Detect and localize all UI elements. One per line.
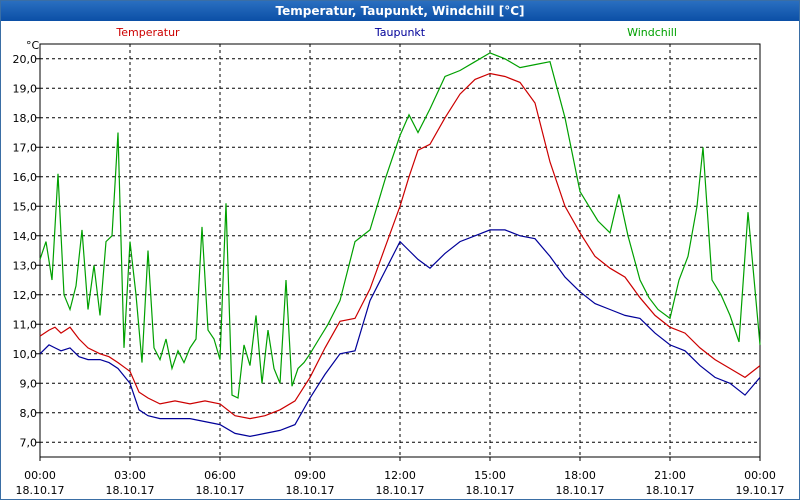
- x-tick-date: 18.10.17: [286, 484, 335, 497]
- x-tick-date: 18.10.17: [16, 484, 65, 497]
- x-tick-date: 18.10.17: [376, 484, 425, 497]
- y-tick-label: 20,0: [13, 53, 38, 66]
- legend-temperatur: Temperatur: [115, 26, 180, 39]
- y-tick-label: 10,0: [13, 348, 38, 361]
- legend-windchill: Windchill: [627, 26, 677, 39]
- y-tick-label: 9,0: [20, 377, 38, 390]
- x-tick-time: 15:00: [474, 469, 506, 482]
- series-line-temperatur: [39, 72, 761, 420]
- x-tick-date: 18.10.17: [106, 484, 155, 497]
- x-axis-ticks: 00:00 18.10.17 03:00 18.10.17 06:00 18.10.17 0…: [16, 457, 785, 497]
- x-tick-date: 18.10.17: [646, 484, 695, 497]
- y-tick-label: 11,0: [13, 318, 38, 331]
- x-tick-time: 09:00: [294, 469, 326, 482]
- y-tick-label: 13,0: [13, 259, 38, 272]
- y-tick-label: 19,0: [13, 82, 38, 95]
- series-line-windchill: [39, 52, 761, 399]
- series-lines: [39, 52, 761, 438]
- x-tick-time: 12:00: [384, 469, 416, 482]
- y-tick-label: 15,0: [13, 200, 38, 213]
- x-tick-time: 00:00: [24, 469, 56, 482]
- x-tick-time: 03:00: [114, 469, 146, 482]
- gridlines: [40, 44, 760, 457]
- x-tick-date: 18.10.17: [466, 484, 515, 497]
- y-tick-label: 12,0: [13, 289, 38, 302]
- x-tick-time: 18:00: [564, 469, 596, 482]
- x-tick-date: 18.10.17: [556, 484, 605, 497]
- y-tick-label: 14,0: [13, 230, 38, 243]
- y-axis-ticks: 7,0 8,0 9,0 10,0 11,0 12,0 13,0 14,0 15,0 16,0 17,…: [13, 53, 40, 449]
- y-tick-label: 17,0: [13, 141, 38, 154]
- y-tick-label: 16,0: [13, 171, 38, 184]
- y-tick-label: 8,0: [20, 407, 38, 420]
- y-axis-unit: °C: [26, 39, 40, 52]
- legend: Temperatur Taupunkt Windchill: [115, 26, 677, 39]
- x-tick-time: 00:00: [744, 469, 776, 482]
- x-tick-date: 18.10.17: [196, 484, 245, 497]
- y-tick-label: 7,0: [20, 436, 38, 449]
- x-tick-time: 06:00: [204, 469, 236, 482]
- x-tick-date: 19.10.17: [736, 484, 785, 497]
- legend-taupunkt: Taupunkt: [374, 26, 426, 39]
- chart-title: Temperatur, Taupunkt, Windchill [°C]: [1, 1, 799, 21]
- x-tick-time: 21:00: [654, 469, 686, 482]
- series-line-taupunkt: [39, 229, 761, 438]
- y-tick-label: 18,0: [13, 112, 38, 125]
